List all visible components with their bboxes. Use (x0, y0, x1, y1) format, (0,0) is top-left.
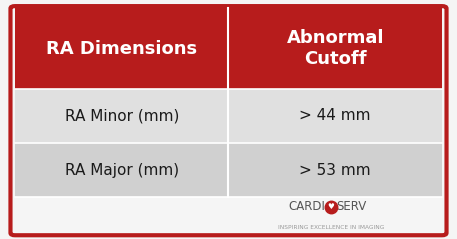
Text: Abnormal
Cutoff: Abnormal Cutoff (287, 29, 384, 68)
Text: RA Dimensions: RA Dimensions (46, 40, 197, 58)
Text: SERV: SERV (337, 200, 367, 213)
Text: ♥: ♥ (327, 202, 334, 211)
Text: INSPIRING EXCELLENCE IN IMAGING: INSPIRING EXCELLENCE IN IMAGING (277, 225, 384, 230)
Text: RA Minor (mm): RA Minor (mm) (64, 109, 179, 124)
Text: CARDI: CARDI (288, 200, 325, 213)
FancyBboxPatch shape (11, 6, 446, 235)
Bar (15, 89, 442, 143)
Text: RA Major (mm): RA Major (mm) (65, 163, 179, 178)
Text: > 53 mm: > 53 mm (299, 163, 371, 178)
Text: > 44 mm: > 44 mm (299, 109, 371, 124)
Bar (15, 143, 442, 197)
Bar (15, 8, 442, 89)
